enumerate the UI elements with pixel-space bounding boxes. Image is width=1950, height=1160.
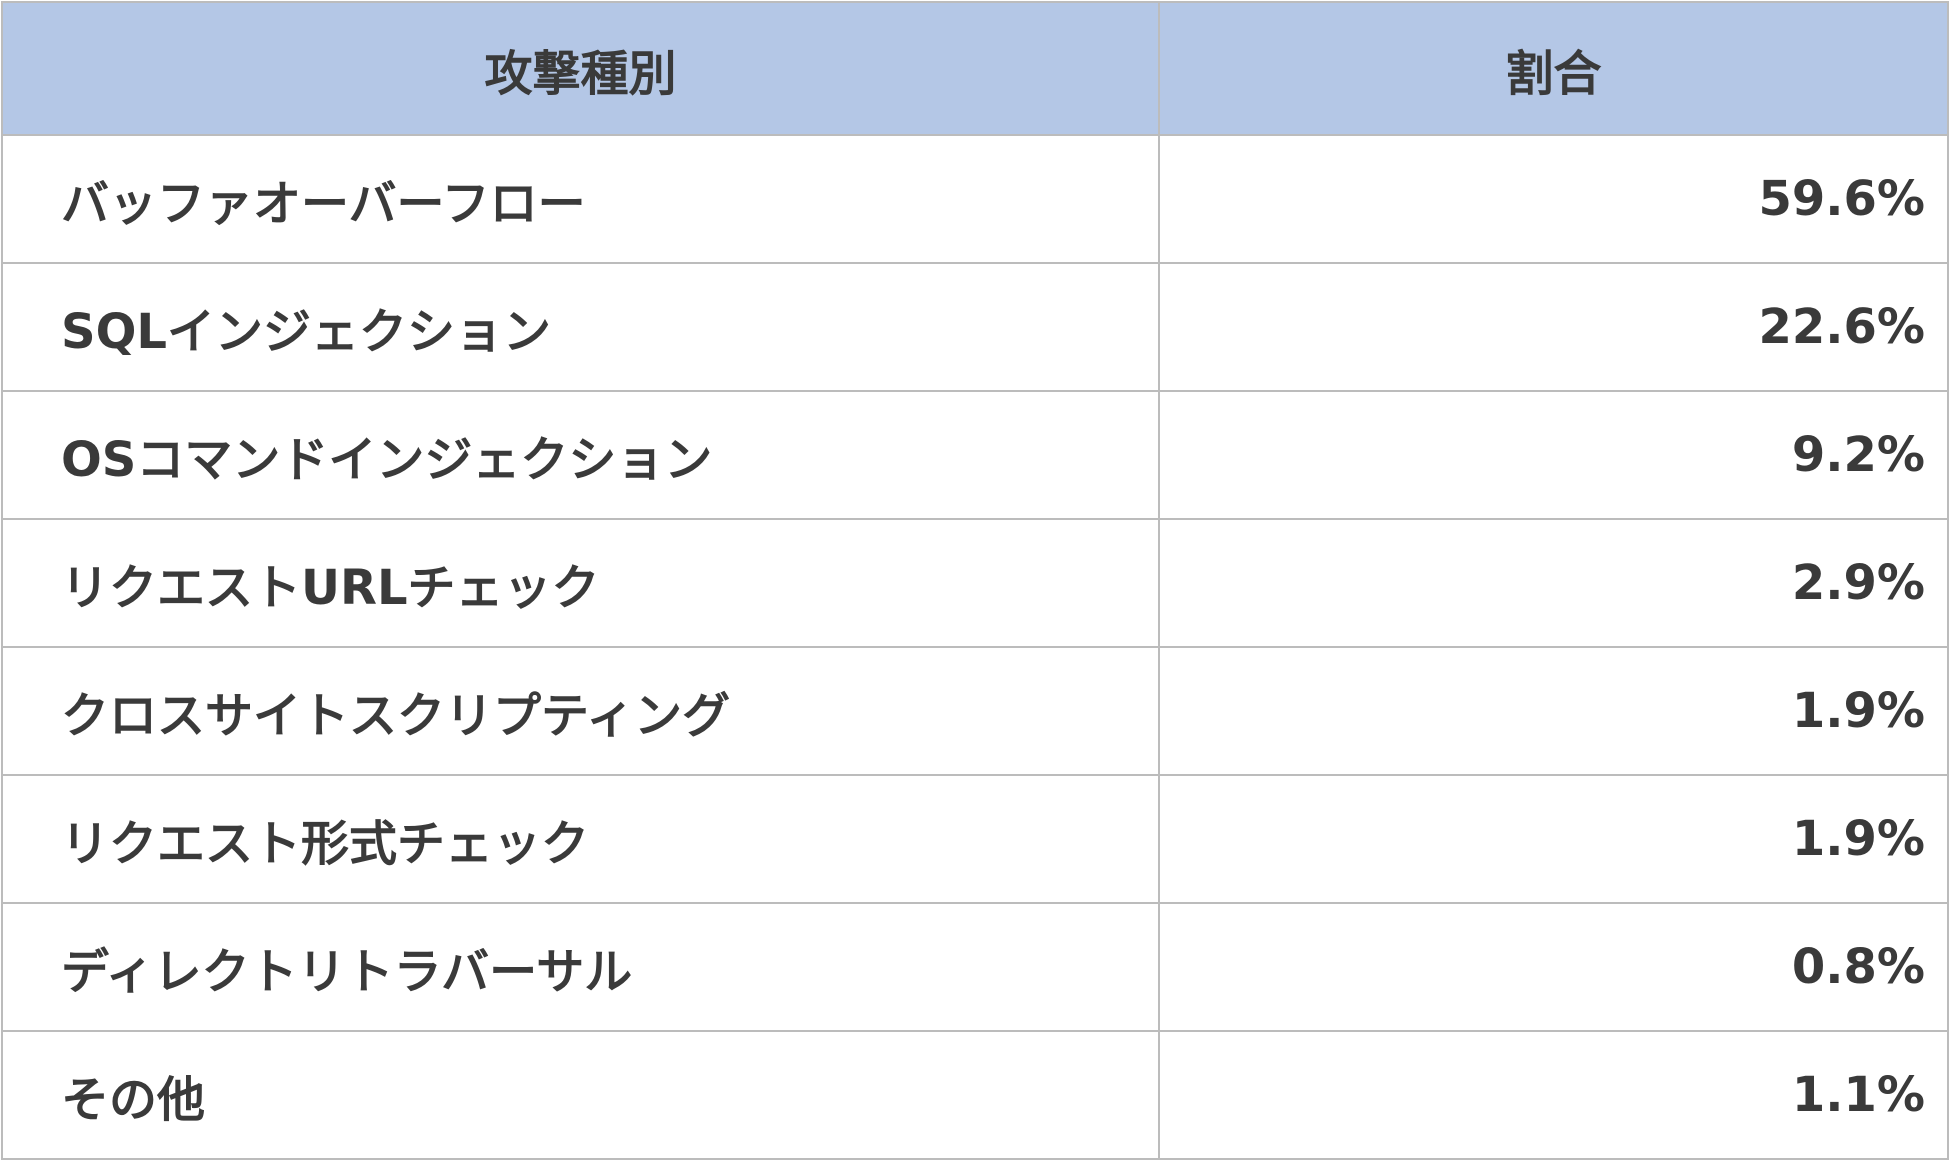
table-row: SQLインジェクション 22.6%	[1, 262, 1949, 392]
attack-type-cell: リクエスト形式チェック	[1, 774, 1160, 904]
ratio-cell: 59.6%	[1158, 134, 1949, 264]
ratio-cell: 0.8%	[1158, 902, 1949, 1032]
ratio-cell: 9.2%	[1158, 390, 1949, 520]
table-row: リクエスト形式チェック 1.9%	[1, 774, 1949, 904]
header-ratio: 割合	[1158, 1, 1949, 136]
attack-type-cell: OSコマンドインジェクション	[1, 390, 1160, 520]
header-attack-type: 攻撃種別	[1, 1, 1160, 136]
table-row: クロスサイトスクリプティング 1.9%	[1, 646, 1949, 776]
table-row: ディレクトリトラバーサル 0.8%	[1, 902, 1949, 1032]
attack-type-cell: リクエストURLチェック	[1, 518, 1160, 648]
attack-type-cell: SQLインジェクション	[1, 262, 1160, 392]
ratio-cell: 1.1%	[1158, 1030, 1949, 1160]
ratio-cell: 2.9%	[1158, 518, 1949, 648]
attack-type-cell: ディレクトリトラバーサル	[1, 902, 1160, 1032]
table-row: その他 1.1%	[1, 1030, 1949, 1160]
header-row: 攻撃種別 割合	[1, 1, 1949, 136]
ratio-cell: 1.9%	[1158, 774, 1949, 904]
ratio-cell: 1.9%	[1158, 646, 1949, 776]
attack-type-cell: クロスサイトスクリプティング	[1, 646, 1160, 776]
table-row: バッファオーバーフロー 59.6%	[1, 134, 1949, 264]
attack-type-cell: その他	[1, 1030, 1160, 1160]
table-row: リクエストURLチェック 2.9%	[1, 518, 1949, 648]
table-row: OSコマンドインジェクション 9.2%	[1, 390, 1949, 520]
attack-type-cell: バッファオーバーフロー	[1, 134, 1160, 264]
ratio-cell: 22.6%	[1158, 262, 1949, 392]
